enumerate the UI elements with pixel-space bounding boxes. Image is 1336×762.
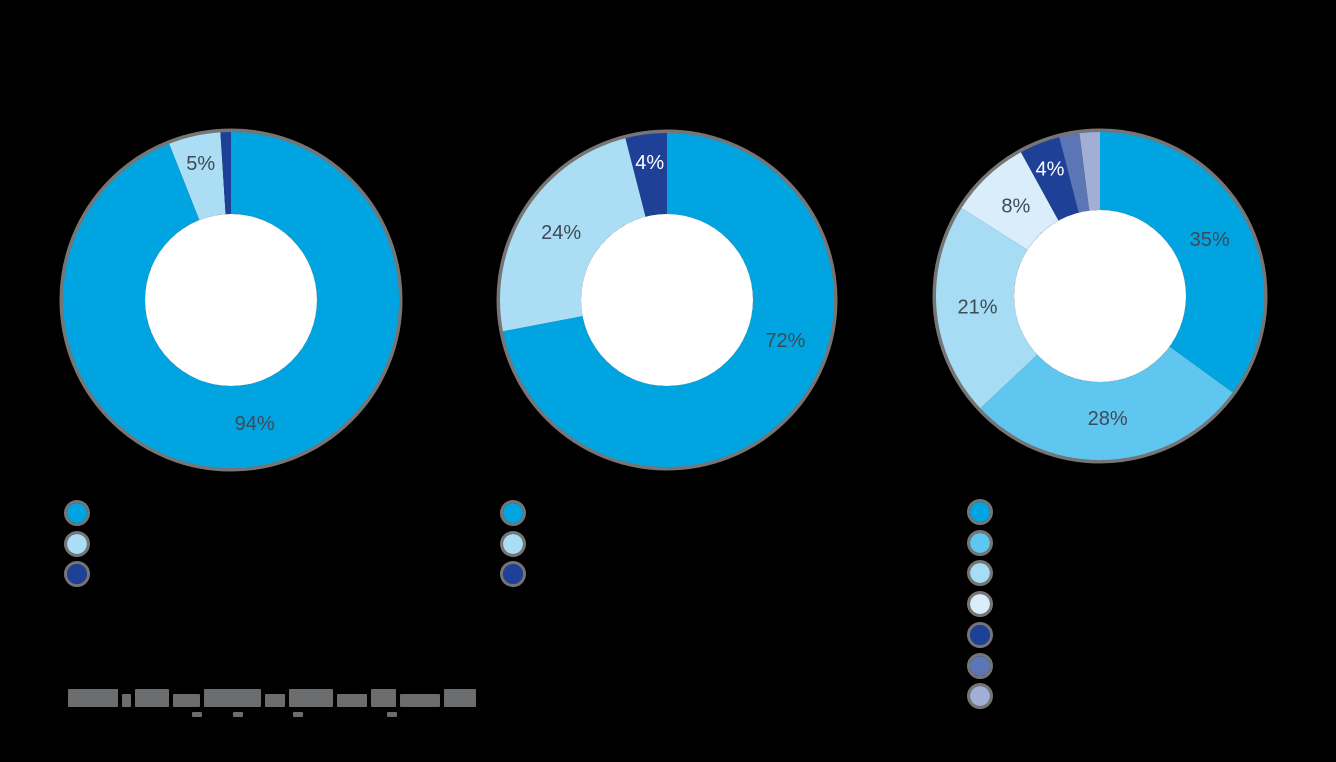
donut-chart-1-svg: 94% 5% [59, 128, 403, 472]
donut-3-label-21pct: 21% [957, 297, 997, 319]
legend-3-dot-4 [967, 591, 993, 618]
footnote-word-block [135, 689, 169, 707]
donut-2-slice-72pct [502, 133, 835, 467]
footnote-word-block [265, 694, 285, 707]
donut-1-slice-94pct [63, 132, 400, 468]
donut-1-slice-5pct [169, 132, 226, 221]
legend-3-dot-2 [967, 529, 993, 556]
legend-2-dot-1 [500, 500, 526, 526]
legend-1-dot-2 [64, 530, 90, 557]
legend-2-dot-3 [500, 561, 526, 588]
footnote-word-block [68, 689, 118, 707]
legend-3-dot-7 [967, 683, 993, 710]
legend-1-dot-3 [64, 561, 90, 588]
footnote-word-block [337, 694, 367, 707]
footnote-descender-mark [387, 712, 397, 717]
footnote-word-block [122, 694, 131, 707]
donut-3-slice-28pct [980, 346, 1233, 461]
donut-2-halo-ring [496, 129, 838, 471]
donut-3-slice-35pct [1100, 132, 1265, 393]
donut-2-label-4pct: 4% [635, 152, 664, 174]
footnote-descender-mark [192, 712, 202, 717]
legend-3-dot-3 [967, 560, 993, 587]
donut-1-label-5pct: 5% [186, 153, 215, 175]
donut-1-label-94pct: 94% [235, 413, 275, 435]
donut-1-halo-ring [59, 128, 403, 472]
footnote-word-block [289, 689, 333, 707]
legend-2-dot-2 [500, 530, 526, 557]
donut-3-label-35pct: 35% [1190, 229, 1230, 251]
donut-3-label-28pct: 28% [1088, 408, 1128, 430]
donut-3-slice-8pct [961, 152, 1059, 250]
donut-3-label-8pct: 8% [1001, 195, 1030, 217]
donut-3-hole [1014, 210, 1186, 382]
legend-3-dot-5 [967, 621, 993, 648]
donut-3-slice-4pct [1020, 137, 1079, 221]
donut-2-slice-4pct [625, 133, 667, 217]
donut-2-label-24pct: 24% [541, 222, 581, 244]
donut-3-halo-ring [932, 128, 1268, 464]
footnote-word-block [400, 694, 440, 707]
donut-1-hole [145, 214, 317, 386]
donut-2-slice-24pct [500, 138, 646, 332]
donut-2-hole [581, 214, 753, 386]
donut-1-slice-1pct [220, 132, 231, 215]
legend-3-dot-6 [967, 652, 993, 679]
legend-3-dot-1 [967, 499, 993, 525]
donut-3-label-4pct: 4% [1036, 159, 1065, 181]
footnote-descender-mark [233, 712, 243, 717]
footnote-descender-mark [293, 712, 303, 717]
footnote-word-block [444, 689, 476, 707]
donut-chart-2-svg: 72% 24% 4% [496, 129, 838, 471]
donut-3-slice-21pct [935, 208, 1038, 409]
footnote-word-block [173, 694, 200, 707]
footnote-word-block [371, 689, 396, 707]
donut-2-label-72pct: 72% [765, 330, 805, 352]
donut-3-slice-2pct [1079, 132, 1100, 211]
donut-3-slice-2pct [1059, 133, 1090, 213]
legend-1-dot-1 [64, 500, 90, 526]
footnote-redacted-text [68, 686, 488, 707]
donut-chart-3-svg: 35% 28% 21% 8% 4% [932, 128, 1268, 464]
footnote-word-block [204, 689, 261, 707]
